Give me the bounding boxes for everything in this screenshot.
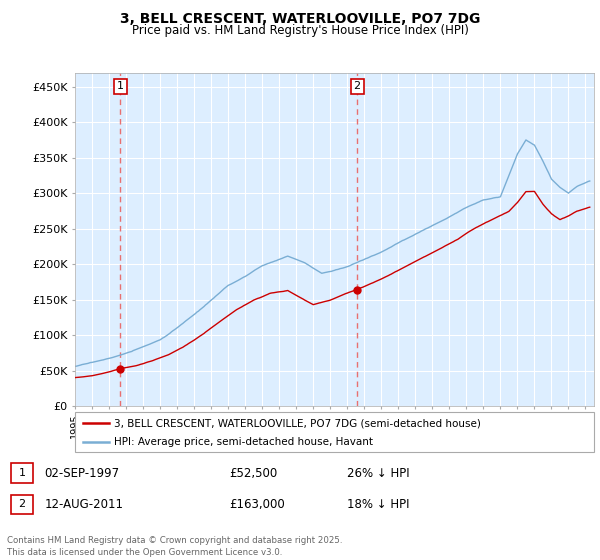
Text: 12-AUG-2011: 12-AUG-2011 xyxy=(44,498,123,511)
Text: 02-SEP-1997: 02-SEP-1997 xyxy=(44,466,119,479)
FancyBboxPatch shape xyxy=(75,412,594,452)
Text: £52,500: £52,500 xyxy=(229,466,278,479)
Text: 3, BELL CRESCENT, WATERLOOVILLE, PO7 7DG: 3, BELL CRESCENT, WATERLOOVILLE, PO7 7DG xyxy=(120,12,480,26)
FancyBboxPatch shape xyxy=(11,463,33,483)
FancyBboxPatch shape xyxy=(11,494,33,514)
Text: Price paid vs. HM Land Registry's House Price Index (HPI): Price paid vs. HM Land Registry's House … xyxy=(131,24,469,37)
Text: 3, BELL CRESCENT, WATERLOOVILLE, PO7 7DG (semi-detached house): 3, BELL CRESCENT, WATERLOOVILLE, PO7 7DG… xyxy=(114,418,481,428)
Text: 2: 2 xyxy=(353,81,361,91)
Text: £163,000: £163,000 xyxy=(229,498,285,511)
Text: Contains HM Land Registry data © Crown copyright and database right 2025.
This d: Contains HM Land Registry data © Crown c… xyxy=(7,536,343,557)
Text: 26% ↓ HPI: 26% ↓ HPI xyxy=(347,466,410,479)
Text: 1: 1 xyxy=(117,81,124,91)
Text: 18% ↓ HPI: 18% ↓ HPI xyxy=(347,498,410,511)
Text: HPI: Average price, semi-detached house, Havant: HPI: Average price, semi-detached house,… xyxy=(114,437,373,447)
Text: 2: 2 xyxy=(19,500,25,510)
Text: 1: 1 xyxy=(19,468,25,478)
